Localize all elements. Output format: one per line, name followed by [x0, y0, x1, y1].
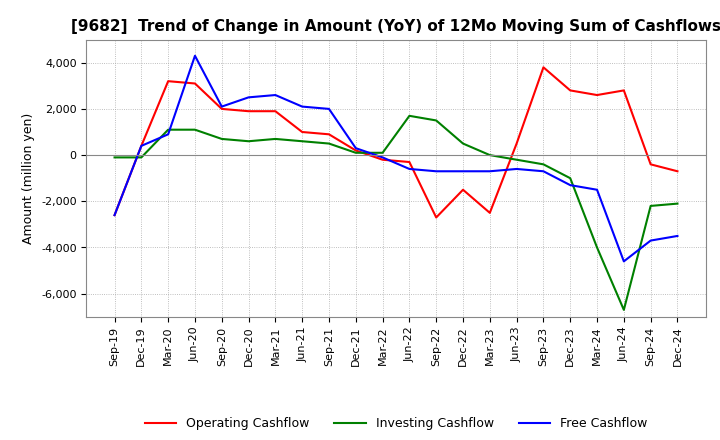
- Free Cashflow: [459, 169, 467, 174]
- Operating Cashflow: [164, 78, 173, 84]
- Investing Cashflow: [459, 141, 467, 146]
- Free Cashflow: [432, 169, 441, 174]
- Free Cashflow: [217, 104, 226, 109]
- Investing Cashflow: [673, 201, 682, 206]
- Legend: Operating Cashflow, Investing Cashflow, Free Cashflow: Operating Cashflow, Investing Cashflow, …: [140, 412, 652, 435]
- Operating Cashflow: [217, 106, 226, 111]
- Investing Cashflow: [271, 136, 279, 142]
- Free Cashflow: [619, 259, 628, 264]
- Free Cashflow: [673, 233, 682, 238]
- Investing Cashflow: [485, 152, 494, 158]
- Free Cashflow: [110, 213, 119, 218]
- Operating Cashflow: [351, 148, 360, 153]
- Operating Cashflow: [271, 109, 279, 114]
- Free Cashflow: [566, 183, 575, 188]
- Operating Cashflow: [539, 65, 548, 70]
- Investing Cashflow: [191, 127, 199, 132]
- Investing Cashflow: [432, 118, 441, 123]
- Free Cashflow: [351, 146, 360, 151]
- Free Cashflow: [271, 92, 279, 98]
- Investing Cashflow: [539, 161, 548, 167]
- Operating Cashflow: [513, 141, 521, 146]
- Title: [9682]  Trend of Change in Amount (YoY) of 12Mo Moving Sum of Cashflows: [9682] Trend of Change in Amount (YoY) o…: [71, 19, 720, 34]
- Operating Cashflow: [432, 215, 441, 220]
- Investing Cashflow: [351, 150, 360, 155]
- Free Cashflow: [244, 95, 253, 100]
- Y-axis label: Amount (million yen): Amount (million yen): [22, 113, 35, 244]
- Line: Free Cashflow: Free Cashflow: [114, 56, 678, 261]
- Investing Cashflow: [619, 307, 628, 312]
- Operating Cashflow: [137, 143, 145, 148]
- Investing Cashflow: [244, 139, 253, 144]
- Operating Cashflow: [673, 169, 682, 174]
- Free Cashflow: [593, 187, 601, 192]
- Free Cashflow: [137, 143, 145, 148]
- Free Cashflow: [325, 106, 333, 111]
- Line: Operating Cashflow: Operating Cashflow: [114, 67, 678, 217]
- Operating Cashflow: [298, 129, 307, 135]
- Free Cashflow: [539, 169, 548, 174]
- Investing Cashflow: [217, 136, 226, 142]
- Free Cashflow: [164, 132, 173, 137]
- Investing Cashflow: [298, 139, 307, 144]
- Operating Cashflow: [619, 88, 628, 93]
- Investing Cashflow: [647, 203, 655, 209]
- Investing Cashflow: [378, 150, 387, 155]
- Investing Cashflow: [325, 141, 333, 146]
- Investing Cashflow: [405, 113, 414, 118]
- Investing Cashflow: [513, 157, 521, 162]
- Free Cashflow: [298, 104, 307, 109]
- Operating Cashflow: [593, 92, 601, 98]
- Operating Cashflow: [191, 81, 199, 86]
- Free Cashflow: [647, 238, 655, 243]
- Operating Cashflow: [244, 109, 253, 114]
- Investing Cashflow: [137, 155, 145, 160]
- Operating Cashflow: [110, 213, 119, 218]
- Free Cashflow: [513, 166, 521, 172]
- Operating Cashflow: [459, 187, 467, 192]
- Investing Cashflow: [566, 176, 575, 181]
- Operating Cashflow: [405, 159, 414, 165]
- Free Cashflow: [405, 166, 414, 172]
- Operating Cashflow: [485, 210, 494, 216]
- Investing Cashflow: [593, 245, 601, 250]
- Investing Cashflow: [164, 127, 173, 132]
- Operating Cashflow: [378, 157, 387, 162]
- Investing Cashflow: [110, 155, 119, 160]
- Operating Cashflow: [647, 161, 655, 167]
- Free Cashflow: [485, 169, 494, 174]
- Free Cashflow: [191, 53, 199, 59]
- Operating Cashflow: [325, 132, 333, 137]
- Line: Investing Cashflow: Investing Cashflow: [114, 116, 678, 310]
- Operating Cashflow: [566, 88, 575, 93]
- Free Cashflow: [378, 155, 387, 160]
